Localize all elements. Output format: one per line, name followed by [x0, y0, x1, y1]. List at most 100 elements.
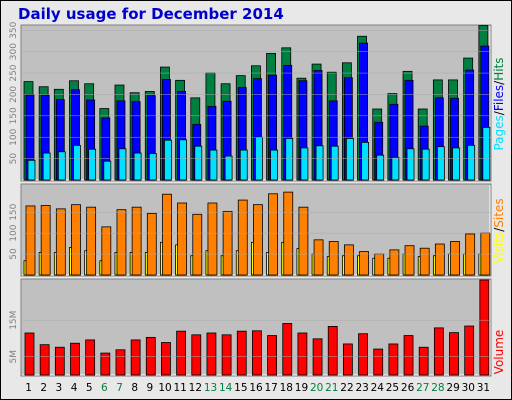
sites-bar — [116, 209, 127, 276]
y-tick-label: 5M — [9, 350, 19, 364]
day-label: 3 — [56, 382, 63, 394]
volume-bar — [297, 332, 308, 376]
label-separator: / — [492, 80, 506, 85]
volume-bar — [358, 333, 368, 376]
day-label: 16 — [249, 382, 263, 394]
day-label: 14 — [219, 382, 233, 394]
day-label: 24 — [371, 382, 385, 394]
day-label: 15 — [234, 382, 247, 394]
volume-bar — [342, 343, 353, 376]
day-label: 11 — [174, 382, 187, 394]
volume-label-part: Volume — [492, 330, 506, 375]
pages-bar — [118, 148, 127, 181]
sites-bar — [222, 210, 233, 276]
day-label: 22 — [340, 382, 353, 394]
y-tick-label: 15M — [9, 311, 19, 330]
sites-bar — [404, 245, 415, 276]
pages-bar — [164, 139, 172, 181]
volume-bar — [176, 330, 187, 376]
day-label: 31 — [477, 382, 490, 394]
volume-bar — [449, 332, 459, 376]
y-tick-label: 150 — [9, 107, 19, 124]
day-label: 26 — [401, 382, 415, 394]
sites-bar — [25, 205, 36, 276]
day-label: 17 — [264, 382, 277, 394]
pages-bar — [73, 144, 81, 181]
pages-bar — [133, 152, 142, 181]
pages-bar — [270, 149, 278, 181]
sites-bar — [237, 199, 248, 276]
sites-bar — [253, 204, 263, 276]
y-tick-label: 50 — [9, 153, 19, 165]
volume-bar — [206, 332, 217, 376]
pages-bar — [300, 147, 309, 181]
volume-bar — [433, 327, 444, 376]
day-label: 6 — [101, 382, 108, 394]
volume-bar — [85, 339, 96, 376]
sites-bar — [465, 233, 476, 276]
pages-bar — [361, 141, 369, 181]
pages-bar — [452, 147, 460, 181]
y-tick-label: 250 — [9, 64, 19, 81]
sites-bar — [192, 213, 203, 276]
volume-label: Volume — [492, 330, 506, 375]
sites-bar — [434, 243, 445, 276]
volume-bar — [464, 325, 475, 376]
chart-title: Daily usage for December 2014 — [18, 5, 284, 23]
day-label: 13 — [204, 382, 217, 394]
visits-sites-label-part: Sites — [492, 198, 506, 227]
sites-bar — [343, 244, 354, 276]
day-label: 10 — [158, 382, 171, 394]
volume-bar — [161, 342, 171, 376]
pages-bar — [330, 145, 339, 181]
day-label: 30 — [462, 382, 475, 394]
pages-bar — [179, 139, 188, 181]
pages-bar — [42, 152, 51, 181]
sites-bar — [101, 226, 112, 276]
hits-files-pages-label-part: Pages — [492, 115, 506, 150]
day-label: 25 — [386, 382, 399, 394]
day-labels: 1 2 3 4 5 6 7 8 9 10 11 12 13 14 15 16 17 18 19 20 21 22 23 24 2… — [25, 382, 490, 394]
volume-bar — [418, 346, 429, 376]
label-separator: / — [492, 110, 506, 115]
sites-bar — [40, 205, 51, 276]
volume-bar — [252, 330, 262, 376]
pages-bar — [103, 160, 112, 181]
volume-bar — [403, 335, 414, 376]
sites-bar — [55, 208, 66, 276]
day-label: 19 — [295, 382, 308, 394]
visits-sites-label: Visits/Sites — [492, 198, 506, 263]
day-label: 20 — [310, 382, 323, 394]
pages-bar — [406, 148, 415, 181]
pages-bar — [421, 148, 430, 181]
y-tick-label: 100 — [9, 128, 19, 145]
sites-bar — [450, 241, 460, 276]
pages-bar — [27, 159, 36, 181]
hits-files-pages-label: Pages/Files/Hits — [492, 57, 506, 150]
sites-bar — [374, 253, 385, 276]
sites-bar — [207, 202, 218, 276]
volume-bar — [24, 332, 35, 376]
sites-bar — [268, 193, 278, 276]
pages-bar — [224, 155, 233, 181]
volume-bar — [282, 323, 293, 376]
volume-bar — [388, 343, 399, 376]
pages-bar — [239, 149, 248, 181]
pages-bar — [209, 149, 218, 181]
pages-bar — [436, 146, 445, 181]
day-label: 18 — [280, 382, 293, 394]
volume-bar — [479, 279, 490, 376]
volume-bar — [191, 334, 202, 376]
visits-sites-label-part: Visits — [492, 232, 506, 264]
y-tick-label: 350 — [9, 21, 19, 38]
sites-bar — [313, 239, 324, 276]
pages-bar — [315, 145, 324, 181]
day-label: 2 — [40, 382, 47, 394]
y-tick-label: 100 — [9, 224, 19, 241]
y-tick-label: 300 — [9, 43, 19, 60]
volume-bar — [39, 344, 50, 376]
volume-bar — [70, 342, 80, 376]
day-label: 21 — [325, 382, 338, 394]
volume-bar — [100, 352, 111, 376]
